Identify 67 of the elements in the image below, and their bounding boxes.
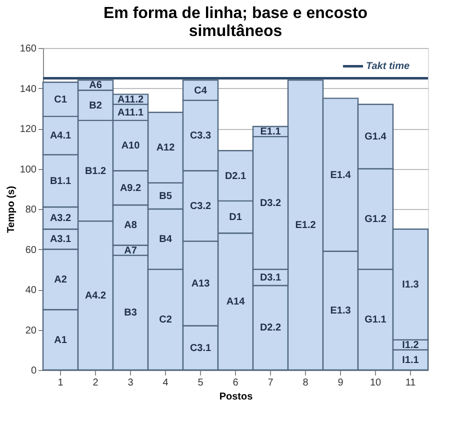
y-tick-label: 40 bbox=[25, 285, 37, 296]
data-label: D2.1 bbox=[224, 170, 246, 182]
data-label: A3.1 bbox=[50, 234, 72, 246]
data-label: C1 bbox=[54, 94, 68, 106]
y-tick-label: 60 bbox=[25, 244, 37, 256]
x-axis-title: Postos bbox=[219, 392, 254, 402]
data-label: E1.4 bbox=[330, 170, 352, 181]
data-label: D1 bbox=[229, 212, 242, 224]
x-tick-label: 6 bbox=[232, 378, 239, 388]
y-tick-label: 160 bbox=[20, 44, 37, 54]
data-label: B4 bbox=[159, 234, 172, 246]
data-label: A8 bbox=[124, 220, 138, 232]
data-label: B5 bbox=[159, 190, 172, 202]
data-label: B2 bbox=[89, 100, 102, 112]
x-tick-label: 10 bbox=[370, 378, 382, 388]
data-label: A13 bbox=[191, 278, 210, 290]
x-tick-label: 11 bbox=[405, 378, 416, 388]
data-label: A4.2 bbox=[84, 290, 106, 302]
data-label: E1.3 bbox=[330, 306, 352, 317]
y-axis-title: Tempo (s) bbox=[6, 186, 17, 234]
data-label: E1.2 bbox=[295, 220, 316, 232]
x-tick-label: 7 bbox=[268, 378, 274, 388]
y-tick-label: 120 bbox=[20, 124, 37, 135]
data-label: C3.1 bbox=[190, 342, 212, 354]
data-label: I1.3 bbox=[402, 279, 420, 290]
data-label: G1.2 bbox=[364, 214, 387, 226]
y-tick-label: 0 bbox=[30, 366, 37, 376]
y-tick-label: 20 bbox=[25, 325, 37, 336]
data-label: B1.2 bbox=[84, 166, 106, 177]
x-tick-label: 8 bbox=[302, 378, 309, 388]
data-label: A10 bbox=[121, 140, 140, 152]
data-label: D3.2 bbox=[260, 198, 282, 209]
data-label: A11.1 bbox=[117, 107, 144, 118]
legend-label: Takt time bbox=[366, 61, 410, 72]
x-tick-label: 5 bbox=[198, 378, 204, 388]
data-label: A14 bbox=[226, 296, 246, 308]
data-label: C4 bbox=[194, 85, 208, 96]
data-label: A11.2 bbox=[117, 94, 144, 106]
data-label: C3.3 bbox=[190, 130, 212, 142]
x-tick-label: 3 bbox=[128, 378, 134, 388]
x-tick-label: 9 bbox=[338, 378, 344, 388]
chart-title: Em forma de linha; base e encosto simultâneos bbox=[103, 5, 368, 40]
data-label: A4.1 bbox=[50, 130, 72, 142]
x-tick-label: 1 bbox=[58, 378, 64, 388]
data-label: G1.1 bbox=[364, 314, 387, 326]
data-label: D2.2 bbox=[260, 322, 282, 334]
data-label: I1.2 bbox=[402, 340, 420, 351]
data-label: A2 bbox=[54, 274, 68, 286]
data-label: I1.1 bbox=[402, 354, 420, 366]
data-label: C3.2 bbox=[190, 200, 212, 212]
y-tick-label: 100 bbox=[20, 164, 37, 176]
data-label: C2 bbox=[159, 314, 172, 326]
data-label: A7 bbox=[124, 245, 138, 256]
y-tick-label: 140 bbox=[20, 84, 37, 95]
data-label: B3 bbox=[124, 308, 138, 319]
data-label: G1.4 bbox=[364, 132, 387, 143]
data-label: D3.1 bbox=[260, 272, 282, 284]
data-label: A9.2 bbox=[120, 182, 142, 194]
x-tick-label: 2 bbox=[92, 378, 99, 388]
data-label: A6 bbox=[89, 80, 102, 92]
data-label: E1.1 bbox=[260, 126, 282, 138]
y-tick-label: 80 bbox=[25, 204, 37, 216]
x-tick-label: 4 bbox=[162, 378, 169, 388]
data-label: A12 bbox=[156, 142, 176, 154]
data-label: A1 bbox=[54, 334, 68, 346]
data-label: A3.2 bbox=[50, 213, 72, 224]
data-label: B1.1 bbox=[50, 176, 72, 187]
